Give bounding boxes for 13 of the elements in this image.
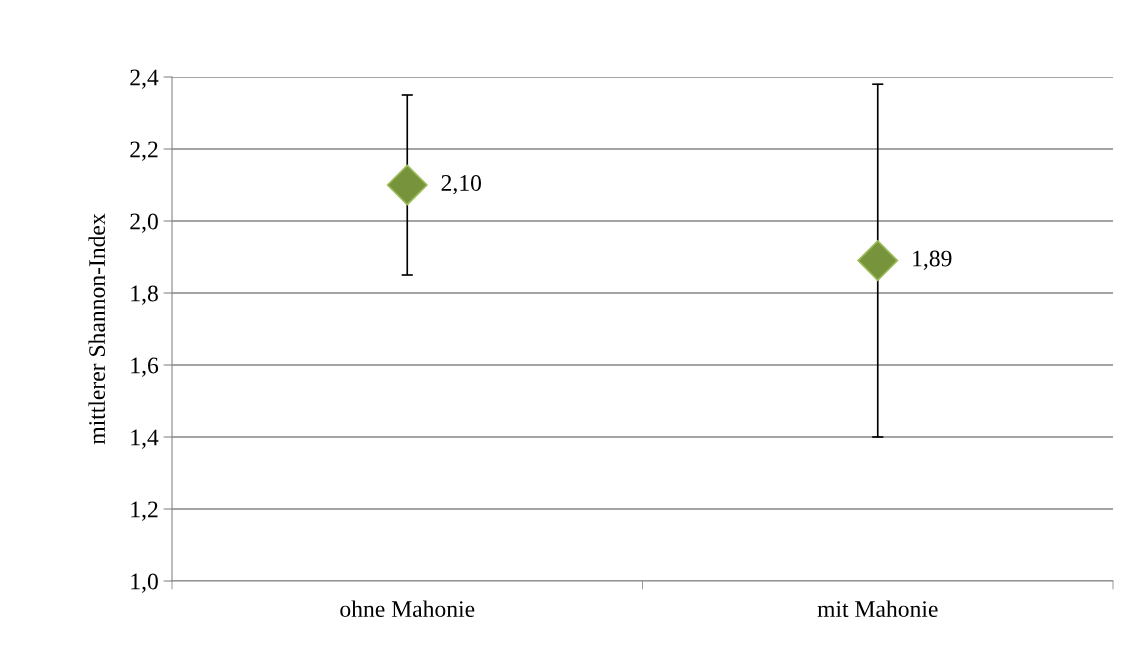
y-axis-title: mittlerer Shannon-Index	[88, 213, 106, 445]
data-label: 2,10	[441, 174, 481, 195]
y-tick-label: 2,2	[130, 141, 158, 161]
x-tick-label: mit Mahonie	[817, 600, 938, 618]
y-tick-label: 1,0	[131, 573, 158, 593]
y-tick-label: 1,8	[131, 285, 158, 305]
x-tick-label: ohne Mahonie	[340, 600, 475, 618]
y-tick-label: 1,4	[131, 429, 159, 449]
y-tick-label: 1,2	[131, 501, 158, 521]
y-tick-label: 1,6	[131, 357, 159, 377]
data-label: 1,89	[913, 250, 952, 270]
y-tick-label: 2,4	[130, 69, 159, 89]
y-tick-label: 2,0	[130, 213, 158, 233]
